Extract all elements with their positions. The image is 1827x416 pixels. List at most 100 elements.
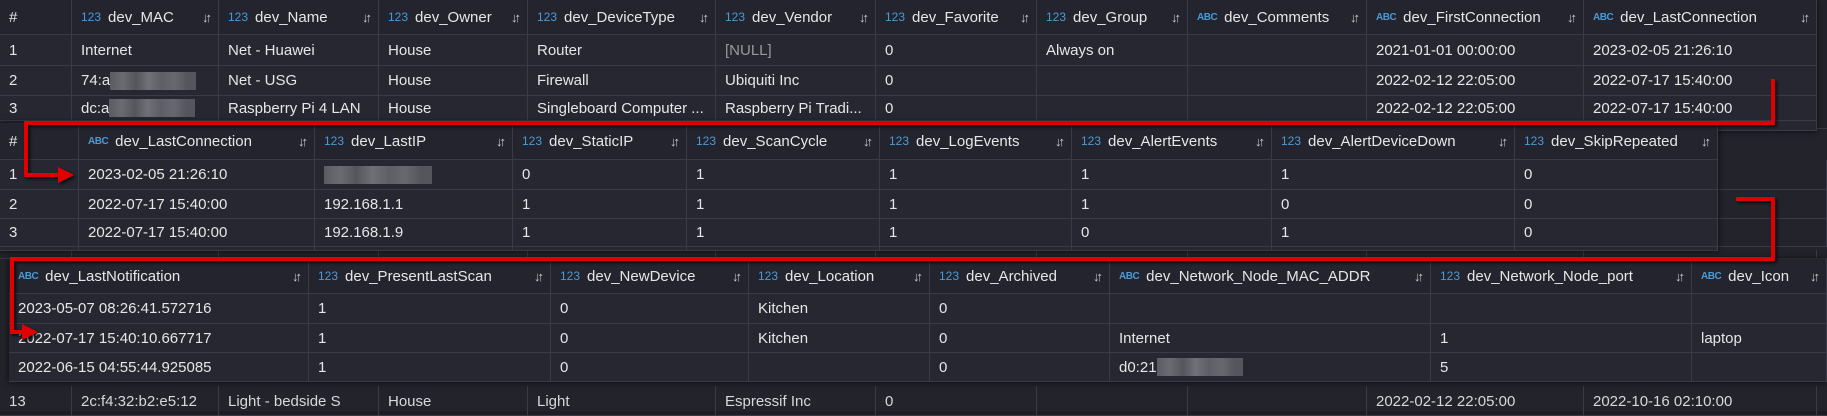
table-cell[interactable]: House [379,386,528,416]
table-cell[interactable]: 2c:f4:32:b2:e5:12 [72,386,219,416]
table-cell[interactable]: 0 [1515,160,1718,190]
table-cell[interactable] [1037,386,1188,416]
table-cell[interactable]: 2022-02-12 22:05:00 [1367,66,1584,96]
column-header-dev-newdevice[interactable]: 123 dev_NewDevice ↓↑ [551,259,749,294]
table-cell[interactable]: Kitchen [749,324,930,353]
sort-arrows-icon[interactable]: ↓↑ [511,9,521,25]
sort-arrows-icon[interactable]: ↓↑ [1498,133,1508,149]
table-cell[interactable]: 1 [0,160,79,190]
table-row[interactable]: 3 dc:a Raspberry Pi 4 LAN House Singleboard … [0,96,1817,121]
table-cell[interactable]: 1 [1272,219,1515,247]
table-cell[interactable]: 0 [930,294,1110,324]
table-cell[interactable] [1110,294,1431,324]
table-cell[interactable]: 2022-07-17 15:40:00 [79,219,315,247]
table-cell[interactable]: 13 [0,386,72,416]
column-header-dev-network-node-port[interactable]: 123 dev_Network_Node_port ↓↑ [1431,259,1692,294]
column-header-dev-archived[interactable]: 123 dev_Archived ↓↑ [930,259,1110,294]
table-row[interactable]: 2 74:a Net - USG House Firewall Ubiquiti Inc 0… [0,66,1817,96]
table-cell[interactable]: 2022-06-15 04:55:44.925085 [9,353,309,382]
table-cell[interactable]: 192.168.1.9 [315,219,513,247]
table-cell[interactable]: 1 [1072,160,1272,190]
table-cell[interactable]: [NULL] [716,35,876,66]
table-cell[interactable]: Raspberry Pi 4 LAN [219,96,379,121]
column-header-dev-firstconnection[interactable]: ABC dev_FirstConnection ↓↑ [1367,0,1584,35]
sort-arrows-icon[interactable]: ↓↑ [362,9,372,25]
column-header--[interactable]: # [0,123,79,160]
table-cell[interactable]: Net - USG [219,66,379,96]
table-cell[interactable]: 1 [1431,324,1692,353]
sort-arrows-icon[interactable]: ↓↑ [1810,268,1820,284]
column-header-dev-devicetype[interactable]: 123 dev_DeviceType ↓↑ [528,0,716,35]
sort-arrows-icon[interactable]: ↓↑ [1567,9,1577,25]
table-cell[interactable]: 1 [1072,190,1272,219]
table-cell[interactable]: 0 [876,35,1037,66]
sort-arrows-icon[interactable]: ↓↑ [859,9,869,25]
table-cell[interactable] [1692,294,1827,324]
sort-arrows-icon[interactable]: ↓↑ [1093,268,1103,284]
table-cell[interactable]: 1 [309,324,551,353]
column-header-dev-lastip[interactable]: 123 dev_LastIP ↓↑ [315,123,513,160]
table-cell[interactable]: 2022-07-17 15:40:00 [1584,66,1817,96]
table-cell[interactable]: 2021-01-01 00:00:00 [1367,35,1584,66]
table-cell[interactable]: Internet [1110,324,1431,353]
sort-arrows-icon[interactable]: ↓↑ [913,268,923,284]
table-cell[interactable]: Firewall [528,66,716,96]
table-cell[interactable] [1188,35,1367,66]
table-cell[interactable]: 2023-02-05 21:26:10 [79,160,315,190]
table-cell[interactable]: Ubiquiti Inc [716,66,876,96]
table-cell[interactable]: 1 [513,190,687,219]
column-header-dev-lastconnection[interactable]: ABC dev_LastConnection ↓↑ [1584,0,1817,35]
column-header-dev-logevents[interactable]: 123 dev_LogEvents ↓↑ [880,123,1072,160]
table-cell[interactable]: House [379,35,528,66]
table-cell[interactable] [1037,96,1188,121]
table-row[interactable]: 2023-05-07 08:26:41.572716 1 0 Kitchen 0 [9,294,1827,324]
column-header-dev-scancycle[interactable]: 123 dev_ScanCycle ↓↑ [687,123,880,160]
table-cell[interactable]: 2023-05-07 08:26:41.572716 [9,294,309,324]
table-cell[interactable] [749,353,930,382]
table-cell[interactable] [1037,66,1188,96]
table-cell[interactable]: 0 [1515,190,1718,219]
table-row[interactable]: 2022-06-15 04:55:44.925085 1 0 0 d0:21 5 [9,353,1827,382]
table-cell[interactable]: 0 [876,96,1037,121]
sort-arrows-icon[interactable]: ↓↑ [1171,9,1181,25]
column-header-dev-vendor[interactable]: 123 dev_Vendor ↓↑ [716,0,876,35]
table-cell[interactable]: 0 [551,324,749,353]
table-cell[interactable]: 1 [309,353,551,382]
table-cell[interactable]: 2022-02-12 22:05:00 [1367,386,1584,416]
table-cell[interactable]: Singleboard Computer ... [528,96,716,121]
table-cell[interactable]: 0 [876,66,1037,96]
table-cell[interactable]: 0 [1072,219,1272,247]
column-header-dev-network-node-mac-addr[interactable]: ABC dev_Network_Node_MAC_ADDR ↓↑ [1110,259,1431,294]
sort-arrows-icon[interactable]: ↓↑ [298,133,308,149]
column-header-dev-skiprepeated[interactable]: 123 dev_SkipRepeated ↓↑ [1515,123,1718,160]
table-cell[interactable]: dc:a [72,96,219,121]
sort-arrows-icon[interactable]: ↓↑ [670,133,680,149]
table-cell[interactable]: 3 [0,96,72,121]
table-row[interactable]: 1 2023-02-05 21:26:10 0 1 1 1 1 0 [0,160,1718,190]
table-cell[interactable]: 0 [930,324,1110,353]
table-cell[interactable] [1188,386,1367,416]
table-row[interactable]: 2022-07-17 15:40:10.667717 1 0 Kitchen 0 Inte… [9,324,1827,353]
table-cell[interactable]: 5 [1431,353,1692,382]
table-cell[interactable]: Net - Huawei [219,35,379,66]
table-cell[interactable] [1817,386,1827,416]
table-cell[interactable]: 1 [309,294,551,324]
table-cell[interactable]: 1 [0,35,72,66]
sort-arrows-icon[interactable]: ↓↑ [202,9,212,25]
sort-arrows-icon[interactable]: ↓↑ [699,9,709,25]
table-cell[interactable]: 0 [930,353,1110,382]
table-cell[interactable]: Espressif Inc [716,386,876,416]
table-cell[interactable]: 74:a [72,66,219,96]
table-cell[interactable]: 0 [1515,219,1718,247]
table-row[interactable]: 2 2022-07-17 15:40:00 192.168.1.1 1 1 1 1 0 0 [0,190,1718,219]
table-row[interactable]: 1 Internet Net - Huawei House Router [NULL] 0 A… [0,35,1817,66]
table-cell[interactable]: 1 [513,219,687,247]
table-cell[interactable]: Always on [1037,35,1188,66]
sort-arrows-icon[interactable]: ↓↑ [1255,133,1265,149]
table-cell[interactable]: 2022-10-16 02:10:00 [1584,386,1817,416]
sort-arrows-icon[interactable]: ↓↑ [1020,9,1030,25]
table-cell[interactable]: 2022-02-12 22:05:00 [1367,96,1584,121]
sort-arrows-icon[interactable]: ↓↑ [1350,9,1360,25]
table-cell[interactable] [1188,66,1367,96]
table-cell[interactable] [315,160,513,190]
